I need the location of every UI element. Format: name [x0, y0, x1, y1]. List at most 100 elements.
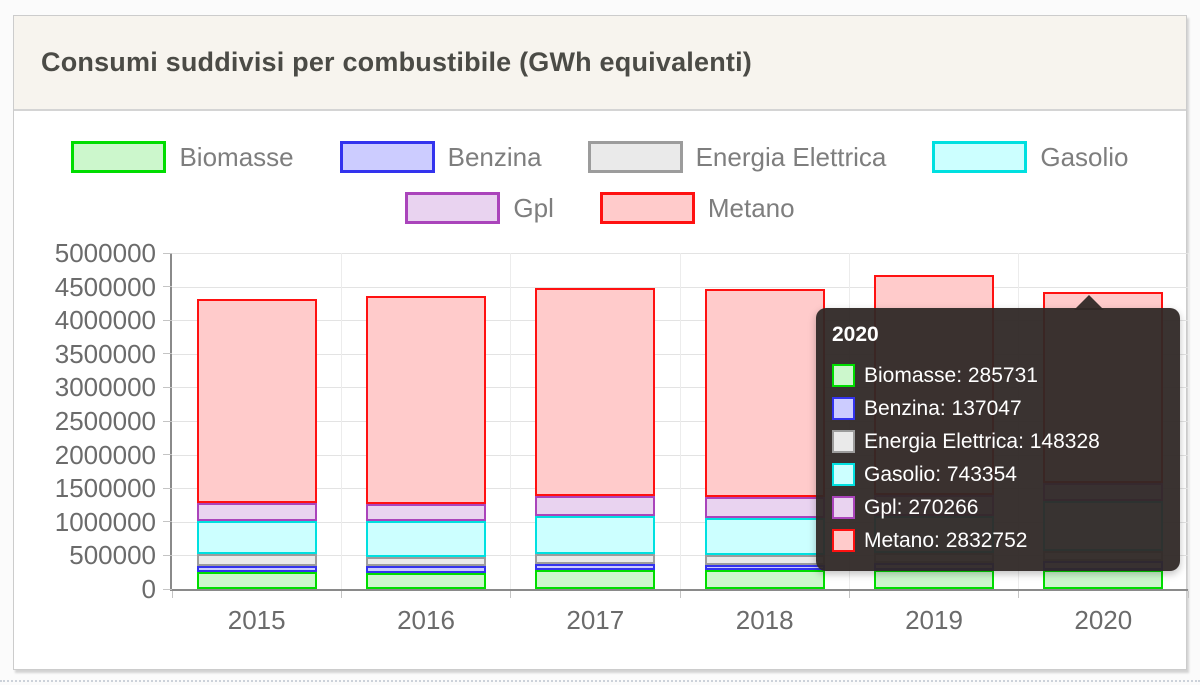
bar-segment-metano-2017[interactable] [535, 288, 656, 496]
legend-label: Biomasse [179, 141, 294, 172]
legend-row: Biomasse Benzina Energia Elettrica Gasolio [14, 140, 1186, 174]
bar-segment-metano-2016[interactable] [366, 295, 486, 504]
bar-segment-benzina-2016[interactable] [366, 565, 486, 573]
chart-title: Consumi suddivisi per combustibile (GWh … [41, 47, 752, 77]
tooltip-row: Gpl: 270266 [832, 491, 1164, 524]
x-gridline [340, 253, 342, 589]
bar-segment-benzina-2017[interactable] [535, 563, 656, 571]
y-tick [163, 454, 172, 456]
x-axis-label: 2018 [735, 605, 794, 635]
bar-segment-energia-elettrica-2015[interactable] [196, 553, 317, 567]
biomasse-swatch [71, 141, 167, 173]
tooltip-gasolio-swatch [832, 463, 855, 486]
bar-segment-gasolio-2018[interactable] [704, 517, 825, 555]
x-tick [340, 591, 342, 598]
chart-header: Consumi suddivisi per combustibile (GWh … [14, 16, 1186, 111]
y-tick [163, 554, 172, 556]
legend-label: Benzina [447, 141, 542, 172]
legend-label: Energia Elettrica [695, 141, 887, 172]
x-gridline [1187, 253, 1189, 589]
bar-segment-biomasse-2018[interactable] [704, 570, 825, 589]
chart-card: Consumi suddivisi per combustibile (GWh … [13, 15, 1189, 670]
y-tick-label: 5000000 [54, 238, 156, 268]
bar-segment-biomasse-2020[interactable] [1043, 569, 1164, 589]
bar-segment-metano-2018[interactable] [704, 289, 825, 498]
bar-segment-biomasse-2015[interactable] [196, 572, 317, 589]
bar-segment-gasolio-2015[interactable] [196, 521, 317, 554]
bar-segment-gasolio-2016[interactable] [366, 520, 486, 557]
y-tick-label: 2500000 [54, 406, 156, 436]
x-axis-label: 2020 [1074, 605, 1133, 635]
bar-segment-metano-2015[interactable] [196, 298, 317, 503]
x-tick [679, 591, 681, 598]
tooltip-row: Metano: 2832752 [832, 524, 1164, 557]
bar-segment-biomasse-2019[interactable] [874, 569, 994, 589]
bar-segment-gpl-2015[interactable] [196, 502, 317, 521]
y-tick-label: 0 [141, 574, 156, 604]
energia-elettrica-swatch [587, 141, 683, 173]
bar-segment-gpl-2017[interactable] [535, 496, 656, 517]
bar-segment-gpl-2016[interactable] [366, 503, 486, 521]
bar-segment-energia-elettrica-2016[interactable] [366, 556, 486, 566]
y-tick [163, 252, 172, 254]
y-tick-label: 4000000 [54, 305, 156, 336]
page-bottom-divider [0, 680, 1200, 682]
tooltip-row: Gasolio: 743354 [832, 458, 1164, 491]
legend-label: Metano [707, 192, 795, 223]
bar-segment-benzina-2018[interactable] [704, 565, 825, 571]
tooltip-row-text: Metano: 2832752 [864, 528, 1028, 552]
bar-segment-gpl-2018[interactable] [704, 497, 825, 518]
benzina-swatch [339, 141, 435, 173]
tooltip-biomasse-swatch [832, 364, 855, 387]
legend-item-energia-elettrica[interactable]: Energia Elettrica [587, 140, 887, 174]
bar-segment-biomasse-2017[interactable] [535, 570, 656, 589]
legend-item-benzina[interactable]: Benzina [339, 140, 542, 174]
tooltip-gpl-swatch [832, 496, 855, 519]
bar-segment-energia-elettrica-2018[interactable] [704, 555, 825, 566]
x-gridline [679, 253, 681, 589]
tooltip-row-text: Gasolio: 743354 [864, 462, 1017, 486]
y-tick [163, 487, 172, 489]
y-tick-label: 1000000 [54, 506, 156, 537]
legend-item-biomasse[interactable]: Biomasse [71, 140, 294, 174]
legend: Biomasse Benzina Energia Elettrica Gasolio G… [14, 140, 1186, 242]
tooltip-row-text: Benzina: 137047 [864, 396, 1022, 420]
bar-segment-biomasse-2016[interactable] [366, 572, 486, 589]
tooltip-row: Benzina: 137047 [832, 392, 1164, 425]
tooltip-row-text: Biomasse: 285731 [864, 363, 1038, 387]
y-tick-label: 2000000 [54, 439, 156, 470]
bar-segment-benzina-2015[interactable] [196, 566, 317, 572]
bar-segment-energia-elettrica-2017[interactable] [535, 553, 656, 564]
x-gridline [510, 253, 512, 589]
y-tick [163, 588, 172, 590]
tooltip-energia-elettrica-swatch [832, 430, 855, 453]
x-axis-label: 2016 [397, 605, 455, 635]
tooltip-row-text: Energia Elettrica: 148328 [864, 429, 1100, 453]
tooltip-row: Biomasse: 285731 [832, 359, 1164, 392]
tooltip-title: 2020 [832, 323, 879, 346]
y-tick-label: 500000 [69, 540, 156, 571]
y-tick [163, 353, 172, 355]
x-axis-label: 2017 [566, 605, 625, 635]
x-tick [1018, 591, 1020, 598]
x-tick [1187, 591, 1189, 598]
legend-item-metano[interactable]: Metano [599, 191, 795, 225]
legend-item-gpl[interactable]: Gpl [405, 191, 554, 225]
gpl-swatch [405, 192, 501, 224]
x-tick [510, 591, 512, 598]
y-tick [163, 319, 172, 321]
legend-item-gasolio[interactable]: Gasolio [932, 140, 1129, 174]
y-tick-label: 3500000 [54, 338, 156, 369]
metano-swatch [599, 192, 695, 224]
tooltip: 2020 Biomasse: 285731 Benzina: 137047 Ener… [816, 295, 1180, 571]
bar-segment-gasolio-2017[interactable] [535, 516, 656, 554]
y-tick-label: 3000000 [54, 372, 156, 403]
legend-label: Gasolio [1040, 141, 1129, 172]
y-tick [163, 386, 172, 388]
x-tick [848, 591, 850, 598]
legend-row: Gpl Metano [14, 191, 1186, 225]
y-tick [163, 286, 172, 288]
y-tick [163, 521, 172, 523]
tooltip-row: Energia Elettrica: 148328 [832, 425, 1164, 458]
